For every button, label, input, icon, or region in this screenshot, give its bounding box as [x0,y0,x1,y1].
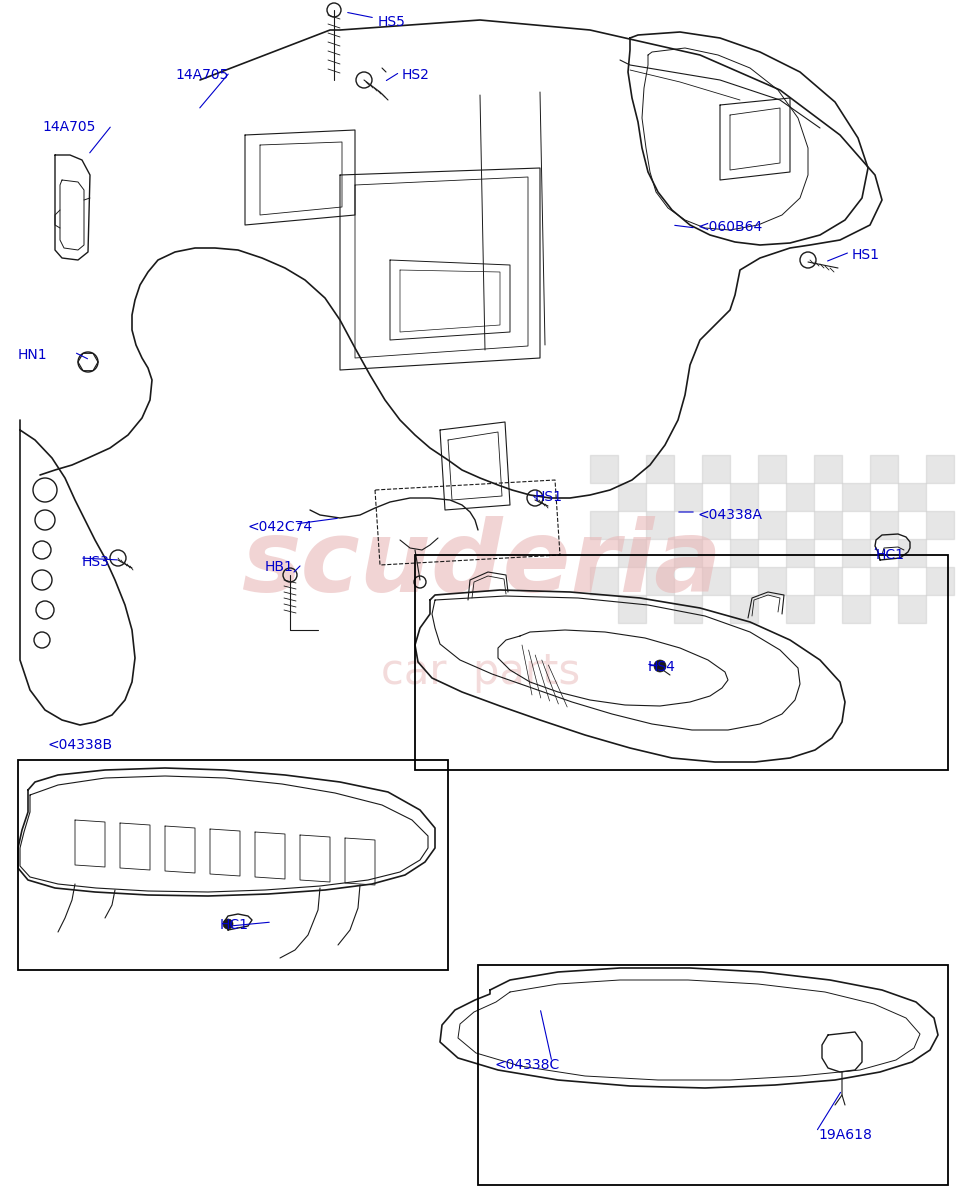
Circle shape [223,919,233,929]
Bar [589,455,617,482]
Text: scuderia: scuderia [240,516,721,612]
Bar [589,511,617,539]
Bar [897,595,925,623]
Text: HS1: HS1 [851,248,879,262]
Text: <042C74: <042C74 [248,520,312,534]
Text: 14A705: 14A705 [42,120,95,134]
Bar [785,482,813,511]
Text: <060B64: <060B64 [698,220,762,234]
Bar [869,455,897,482]
Bar [729,595,757,623]
Bar [702,455,729,482]
Text: HS1: HS1 [534,490,562,504]
Bar [841,539,869,566]
Bar [813,511,841,539]
Text: <04338B: <04338B [48,738,113,752]
Text: 19A618: 19A618 [817,1128,871,1142]
Text: HB1: HB1 [264,560,293,574]
Bar [674,482,702,511]
Bar [757,511,785,539]
Bar [841,595,869,623]
Bar [785,595,813,623]
Bar [925,511,953,539]
Bar [757,455,785,482]
Bar [702,566,729,595]
Bar [925,455,953,482]
Text: HS5: HS5 [378,14,406,29]
Bar [897,539,925,566]
Bar [925,566,953,595]
Text: HC1: HC1 [875,548,904,562]
Bar [702,511,729,539]
Bar [589,566,617,595]
Text: <04338A: <04338A [698,508,762,522]
Text: HS2: HS2 [402,68,430,82]
Bar [414,554,947,770]
Bar [617,539,646,566]
Bar [897,482,925,511]
Bar [729,482,757,511]
Text: car  parts: car parts [382,650,579,694]
Bar [674,595,702,623]
Bar [757,566,785,595]
Bar [646,511,674,539]
Text: <04338C: <04338C [495,1058,559,1072]
Text: HS4: HS4 [648,660,676,674]
Bar [478,965,947,1186]
Circle shape [653,660,665,672]
Text: HC1: HC1 [220,918,249,932]
Bar [813,455,841,482]
Bar [813,566,841,595]
Bar [617,595,646,623]
Bar [729,539,757,566]
Bar [785,539,813,566]
Text: HS3: HS3 [82,554,110,569]
Text: 14A705: 14A705 [175,68,228,82]
Text: HN1: HN1 [18,348,48,362]
Bar [869,511,897,539]
Bar [674,539,702,566]
Bar [617,482,646,511]
Bar [646,455,674,482]
Bar [646,566,674,595]
Bar [18,760,448,970]
Bar [841,482,869,511]
Bar [869,566,897,595]
